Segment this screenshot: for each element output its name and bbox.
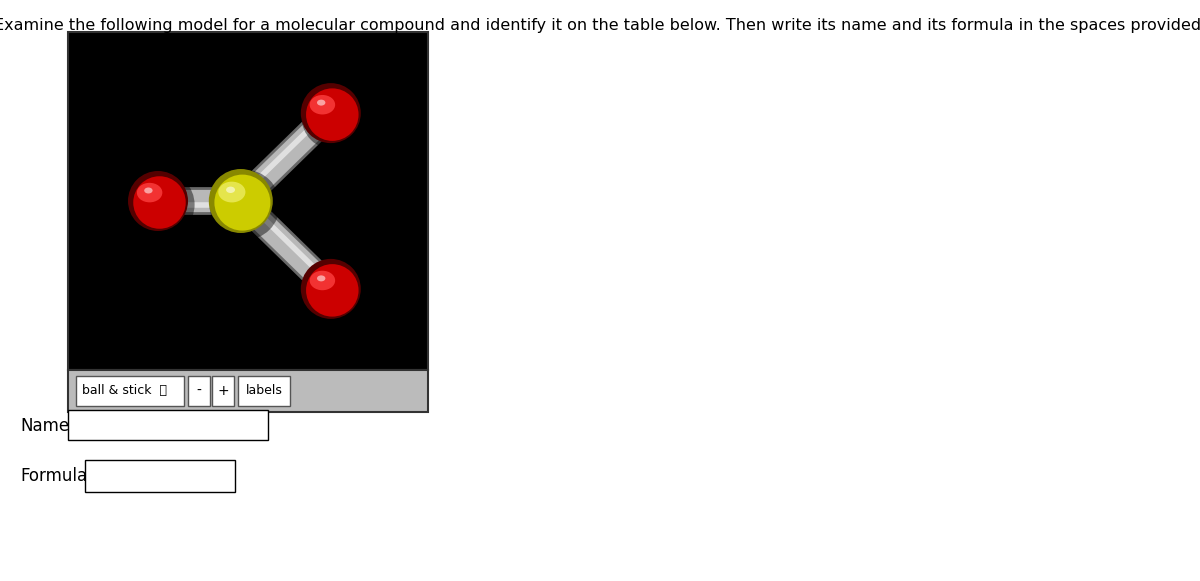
Ellipse shape [218, 182, 246, 202]
Text: Formula:: Formula: [20, 467, 92, 485]
Ellipse shape [226, 187, 235, 193]
Text: -: - [197, 384, 202, 398]
Ellipse shape [301, 84, 367, 150]
Ellipse shape [301, 259, 361, 319]
Ellipse shape [210, 170, 280, 240]
Ellipse shape [317, 99, 325, 106]
Ellipse shape [301, 83, 361, 143]
Ellipse shape [310, 271, 335, 290]
Text: Examine the following model for a molecular compound and identify it on the tabl: Examine the following model for a molecu… [0, 18, 1200, 33]
Text: ball & stick  ⌵: ball & stick ⌵ [82, 385, 167, 397]
Ellipse shape [301, 260, 367, 325]
Bar [68, 32, 428, 370]
Ellipse shape [209, 169, 272, 233]
Ellipse shape [317, 275, 325, 281]
FancyBboxPatch shape [238, 376, 290, 406]
Ellipse shape [310, 95, 335, 114]
Ellipse shape [128, 171, 194, 238]
Ellipse shape [306, 264, 359, 317]
Bar [68, 410, 268, 440]
FancyBboxPatch shape [212, 376, 234, 406]
Ellipse shape [144, 188, 152, 193]
Text: +: + [217, 384, 229, 398]
FancyBboxPatch shape [188, 376, 210, 406]
Text: Name:: Name: [20, 417, 74, 435]
Text: labels: labels [246, 385, 282, 397]
FancyBboxPatch shape [76, 376, 184, 406]
Ellipse shape [215, 175, 270, 231]
Ellipse shape [128, 171, 188, 231]
Ellipse shape [306, 88, 359, 141]
Bar [68, 370, 428, 412]
Ellipse shape [133, 176, 186, 229]
Ellipse shape [137, 183, 162, 202]
Bar [85, 460, 235, 492]
